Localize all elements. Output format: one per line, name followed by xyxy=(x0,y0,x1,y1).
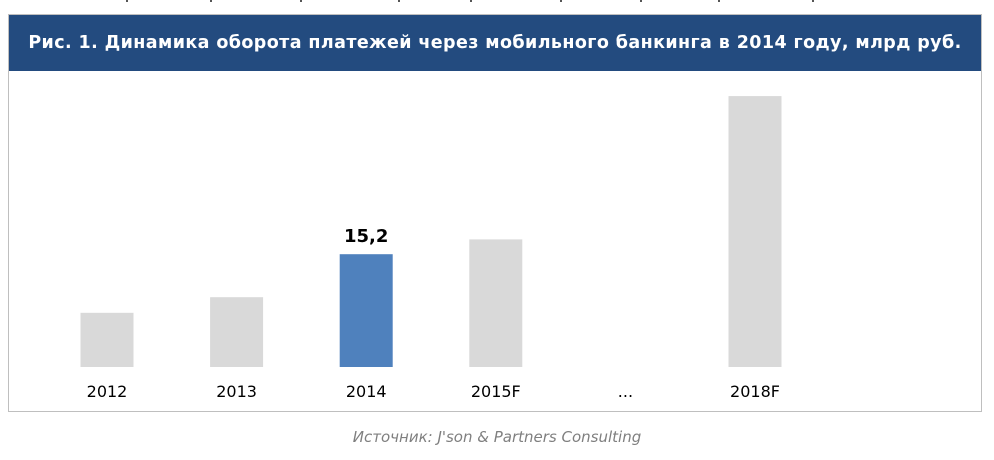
bars-layer xyxy=(80,96,782,367)
bar-2014 xyxy=(339,254,393,367)
x-tick-label-2015F: 2015F xyxy=(471,382,521,401)
x-tick-label-gap: ... xyxy=(618,382,633,401)
bar-2012 xyxy=(80,312,134,367)
cropped-text-strip xyxy=(0,0,994,8)
figure-title-bar: Рис. 1. Динамика оборота платежей через … xyxy=(9,15,981,71)
figure-title: Рис. 1. Динамика оборота платежей через … xyxy=(28,33,962,53)
x-tick-label-2013: 2013 xyxy=(216,382,257,401)
data-label-2014: 15,2 xyxy=(344,226,388,247)
x-tick-label-2014: 2014 xyxy=(346,382,387,401)
figure-frame: Рис. 1. Динамика оборота платежей через … xyxy=(8,14,982,412)
bar-2015F xyxy=(469,239,523,367)
x-tick-label-2018F: 2018F xyxy=(730,382,780,401)
bar-2018F xyxy=(728,96,782,367)
labels-layer: 2012 2013 15,2 2014 2015F... 2018F xyxy=(87,226,780,401)
bar-2013 xyxy=(210,297,264,367)
bar-chart: 2012 2013 15,2 2014 2015F... 2018F xyxy=(80,96,782,401)
x-tick-label-2012: 2012 xyxy=(87,382,128,401)
source-note: Источник: J'son & Partners Consulting xyxy=(352,428,642,446)
